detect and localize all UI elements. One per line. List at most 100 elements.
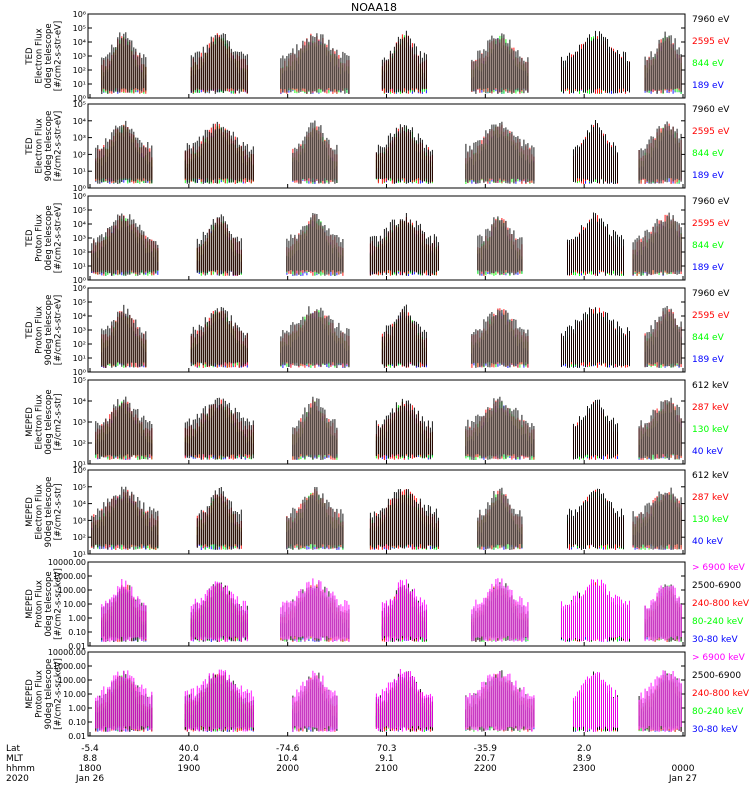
panel-3: 10⁰ 10¹ 10² 10³ 10⁴ 10⁵ 10⁶ TED Proton Flux 0deg … — [25, 192, 730, 285]
y-tick-label: 10⁵ — [73, 206, 86, 215]
x-tick-label-hhmm: 0000 — [672, 764, 695, 774]
y-axis-label: MEPED — [25, 679, 35, 709]
y-tick-label: 10⁶ — [73, 284, 86, 293]
y-axis-label: [#/cm2-s-str-eV] — [54, 295, 64, 365]
legend-entry: 189 eV — [692, 81, 725, 91]
y-tick-label: 10⁴ — [73, 38, 86, 47]
legend-entry: 2500-6900 — [692, 671, 741, 681]
y-axis-label: 0deg telescope — [44, 205, 54, 270]
legend-entry: 2595 eV — [692, 37, 730, 47]
y-axis-label: Proton Flux — [35, 580, 45, 628]
legend-entry: 287 keV — [692, 403, 729, 413]
y-axis-label: TED — [25, 321, 35, 340]
y-tick-label: 10¹ — [73, 460, 86, 469]
y-axis-label: 90deg telescope — [44, 111, 54, 182]
x-row-label: hhmm — [6, 764, 35, 774]
y-tick-label: 1.00 — [68, 614, 86, 623]
x-tick-label-mlt: 20.4 — [179, 754, 199, 764]
flux-trace — [101, 33, 682, 94]
y-tick-label: 1000.00 — [53, 572, 86, 581]
y-tick-label: 1.00 — [68, 704, 86, 713]
y-tick-label: 10⁶ — [73, 192, 86, 201]
y-tick-label: 10⁵ — [73, 483, 86, 492]
legend-entry: 844 eV — [692, 333, 725, 343]
y-axis-label: [#/cm2-s-sr-keV] — [54, 658, 64, 730]
legend-entry: 7960 eV — [692, 289, 730, 299]
y-axis-label: 90deg telescope — [44, 295, 54, 366]
y-tick-label: 10⁶ — [73, 10, 86, 19]
legend-entry: 189 eV — [692, 355, 725, 365]
y-tick-label: 10.00 — [63, 690, 86, 699]
y-tick-label: 10¹ — [73, 167, 86, 176]
y-axis-label: Electron Flux — [35, 394, 45, 449]
y-axis-label: [#/cm2-s-str-eV] — [54, 21, 64, 91]
y-tick-label: 10⁴ — [73, 397, 86, 406]
y-axis-label: TED — [25, 229, 35, 248]
y-axis-label: [#/cm2-s-str] — [54, 484, 64, 541]
legend-entry: 189 eV — [692, 171, 725, 181]
flux-trace — [101, 586, 682, 642]
legend-entry: 130 keV — [692, 515, 729, 525]
y-tick-label: 10⁴ — [73, 220, 86, 229]
legend-entry: 40 keV — [692, 537, 724, 547]
x-tick-label-lat: 2.0 — [577, 744, 592, 754]
panel-2: 10⁰ 10¹ 10² 10³ 10⁴ 10⁵ TED Electron Flux 90deg … — [25, 100, 730, 193]
x-tick-label-lat: -74.6 — [276, 744, 300, 754]
y-tick-label: 10² — [73, 439, 86, 448]
flux-trace — [101, 304, 682, 368]
y-axis-label: TED — [25, 47, 35, 66]
legend-entry: 612 keV — [692, 471, 729, 481]
y-tick-label: 10³ — [73, 418, 86, 427]
panel-1: 10⁰ 10¹ 10² 10³ 10⁴ 10⁵ 10⁶ TED Electron Flux 0de… — [25, 10, 730, 103]
flux-trace — [101, 30, 682, 94]
y-axis-label: TED — [25, 137, 35, 156]
legend-entry: 7960 eV — [692, 15, 730, 25]
legend-entry: 2595 eV — [692, 311, 730, 321]
legend-entry: 7960 eV — [692, 105, 730, 115]
y-tick-label: 10¹ — [73, 550, 86, 559]
legend-entry: 844 eV — [692, 241, 725, 251]
legend-entry: 287 keV — [692, 493, 729, 503]
flux-trace — [95, 120, 682, 184]
x-tick-label-hhmm: 2100 — [375, 764, 398, 774]
y-axis-label: MEPED — [25, 589, 35, 619]
y-tick-label: 10⁰ — [73, 276, 86, 285]
x-tick-label-date: Jan 26 — [75, 774, 104, 784]
legend-entry: 844 eV — [692, 59, 725, 69]
y-axis-label: 0deg telescope — [44, 23, 54, 88]
y-tick-label: 10⁵ — [73, 376, 86, 385]
legend-entry: 240-800 keV — [692, 689, 750, 699]
flux-trace — [91, 486, 682, 550]
legend-entry: 80-240 keV — [692, 617, 744, 627]
y-tick-label: 10⁴ — [73, 500, 86, 509]
panel-8: 0.01 0.10 1.00 10.00 100.00 1000.00 10000.00 ME… — [25, 648, 750, 741]
y-tick-label: 10¹ — [73, 354, 86, 363]
x-tick-label-mlt: 10.4 — [278, 754, 298, 764]
chart-title: NOAA18 — [351, 1, 397, 14]
x-tick-label-hhmm: 2200 — [474, 764, 497, 774]
x-tick-label-mlt: 8.9 — [577, 754, 592, 764]
y-axis-label: [#/cm2-s-str] — [54, 394, 64, 451]
x-tick-label-lat: 40.0 — [179, 744, 199, 754]
y-axis-label: MEPED — [25, 497, 35, 527]
x-tick-label-mlt: 8.8 — [83, 754, 98, 764]
x-tick-label-hhmm: 1800 — [79, 764, 102, 774]
panel-5: 10¹ 10² 10³ 10⁴ 10⁵ MEPED Electron Flux 0deg te… — [25, 376, 729, 469]
legend-entry: 7960 eV — [692, 197, 730, 207]
y-tick-label: 10⁵ — [73, 24, 86, 33]
y-tick-label: 10³ — [73, 516, 86, 525]
y-axis-label: [#/cm2-s-str-eV] — [54, 111, 64, 181]
flux-trace — [101, 582, 682, 642]
y-tick-label: 10000.00 — [48, 558, 86, 567]
y-tick-label: 10⁰ — [73, 368, 86, 377]
y-tick-label: 10⁰ — [73, 94, 86, 103]
legend-entry: 30-80 keV — [692, 725, 738, 735]
y-tick-label: 0.01 — [68, 642, 86, 651]
y-axis-label: [#/cm2-s-sr-keV] — [54, 568, 64, 640]
legend-entry: 612 keV — [692, 381, 729, 391]
x-row-label: MLT — [6, 754, 24, 764]
y-axis-label: Electron Flux — [35, 118, 45, 173]
legend-entry: 80-240 keV — [692, 707, 744, 717]
y-tick-label: 10² — [73, 66, 86, 75]
legend-entry: 2595 eV — [692, 219, 730, 229]
